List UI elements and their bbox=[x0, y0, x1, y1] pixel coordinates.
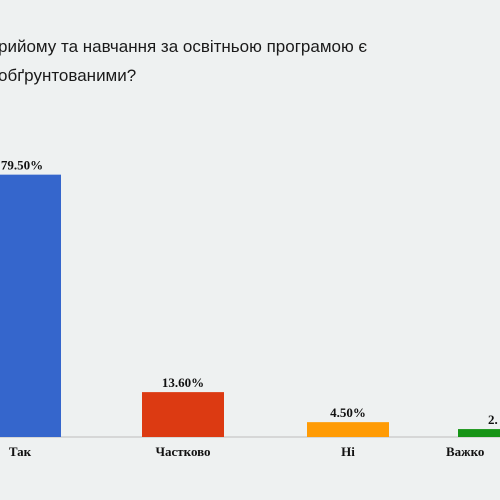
bar-3 bbox=[307, 422, 389, 437]
data-label-3: 4.50% bbox=[330, 405, 366, 420]
x-tick-label-3: Ні bbox=[341, 444, 355, 459]
data-label-4: 2. bbox=[488, 412, 498, 427]
bar-1 bbox=[0, 174, 61, 437]
bar-2 bbox=[142, 392, 224, 437]
data-label-1: 79.50% bbox=[1, 158, 43, 173]
chart-title-line-2: обґрунтованими? bbox=[0, 66, 137, 85]
data-label-2: 13.60% bbox=[162, 375, 204, 390]
bars-group bbox=[0, 174, 500, 437]
x-tick-label-1: Так bbox=[9, 444, 32, 459]
x-tick-label-2: Частково bbox=[155, 444, 210, 459]
bar-4 bbox=[458, 429, 500, 437]
chart-title-line-1: рийому та навчання за освітньою програмо… bbox=[0, 37, 368, 56]
tick-labels-group: Так Частково Ні Важко bbox=[9, 444, 485, 459]
data-labels-group: 79.50% 13.60% 4.50% 2. bbox=[1, 158, 498, 427]
x-tick-label-4: Важко bbox=[446, 444, 484, 459]
